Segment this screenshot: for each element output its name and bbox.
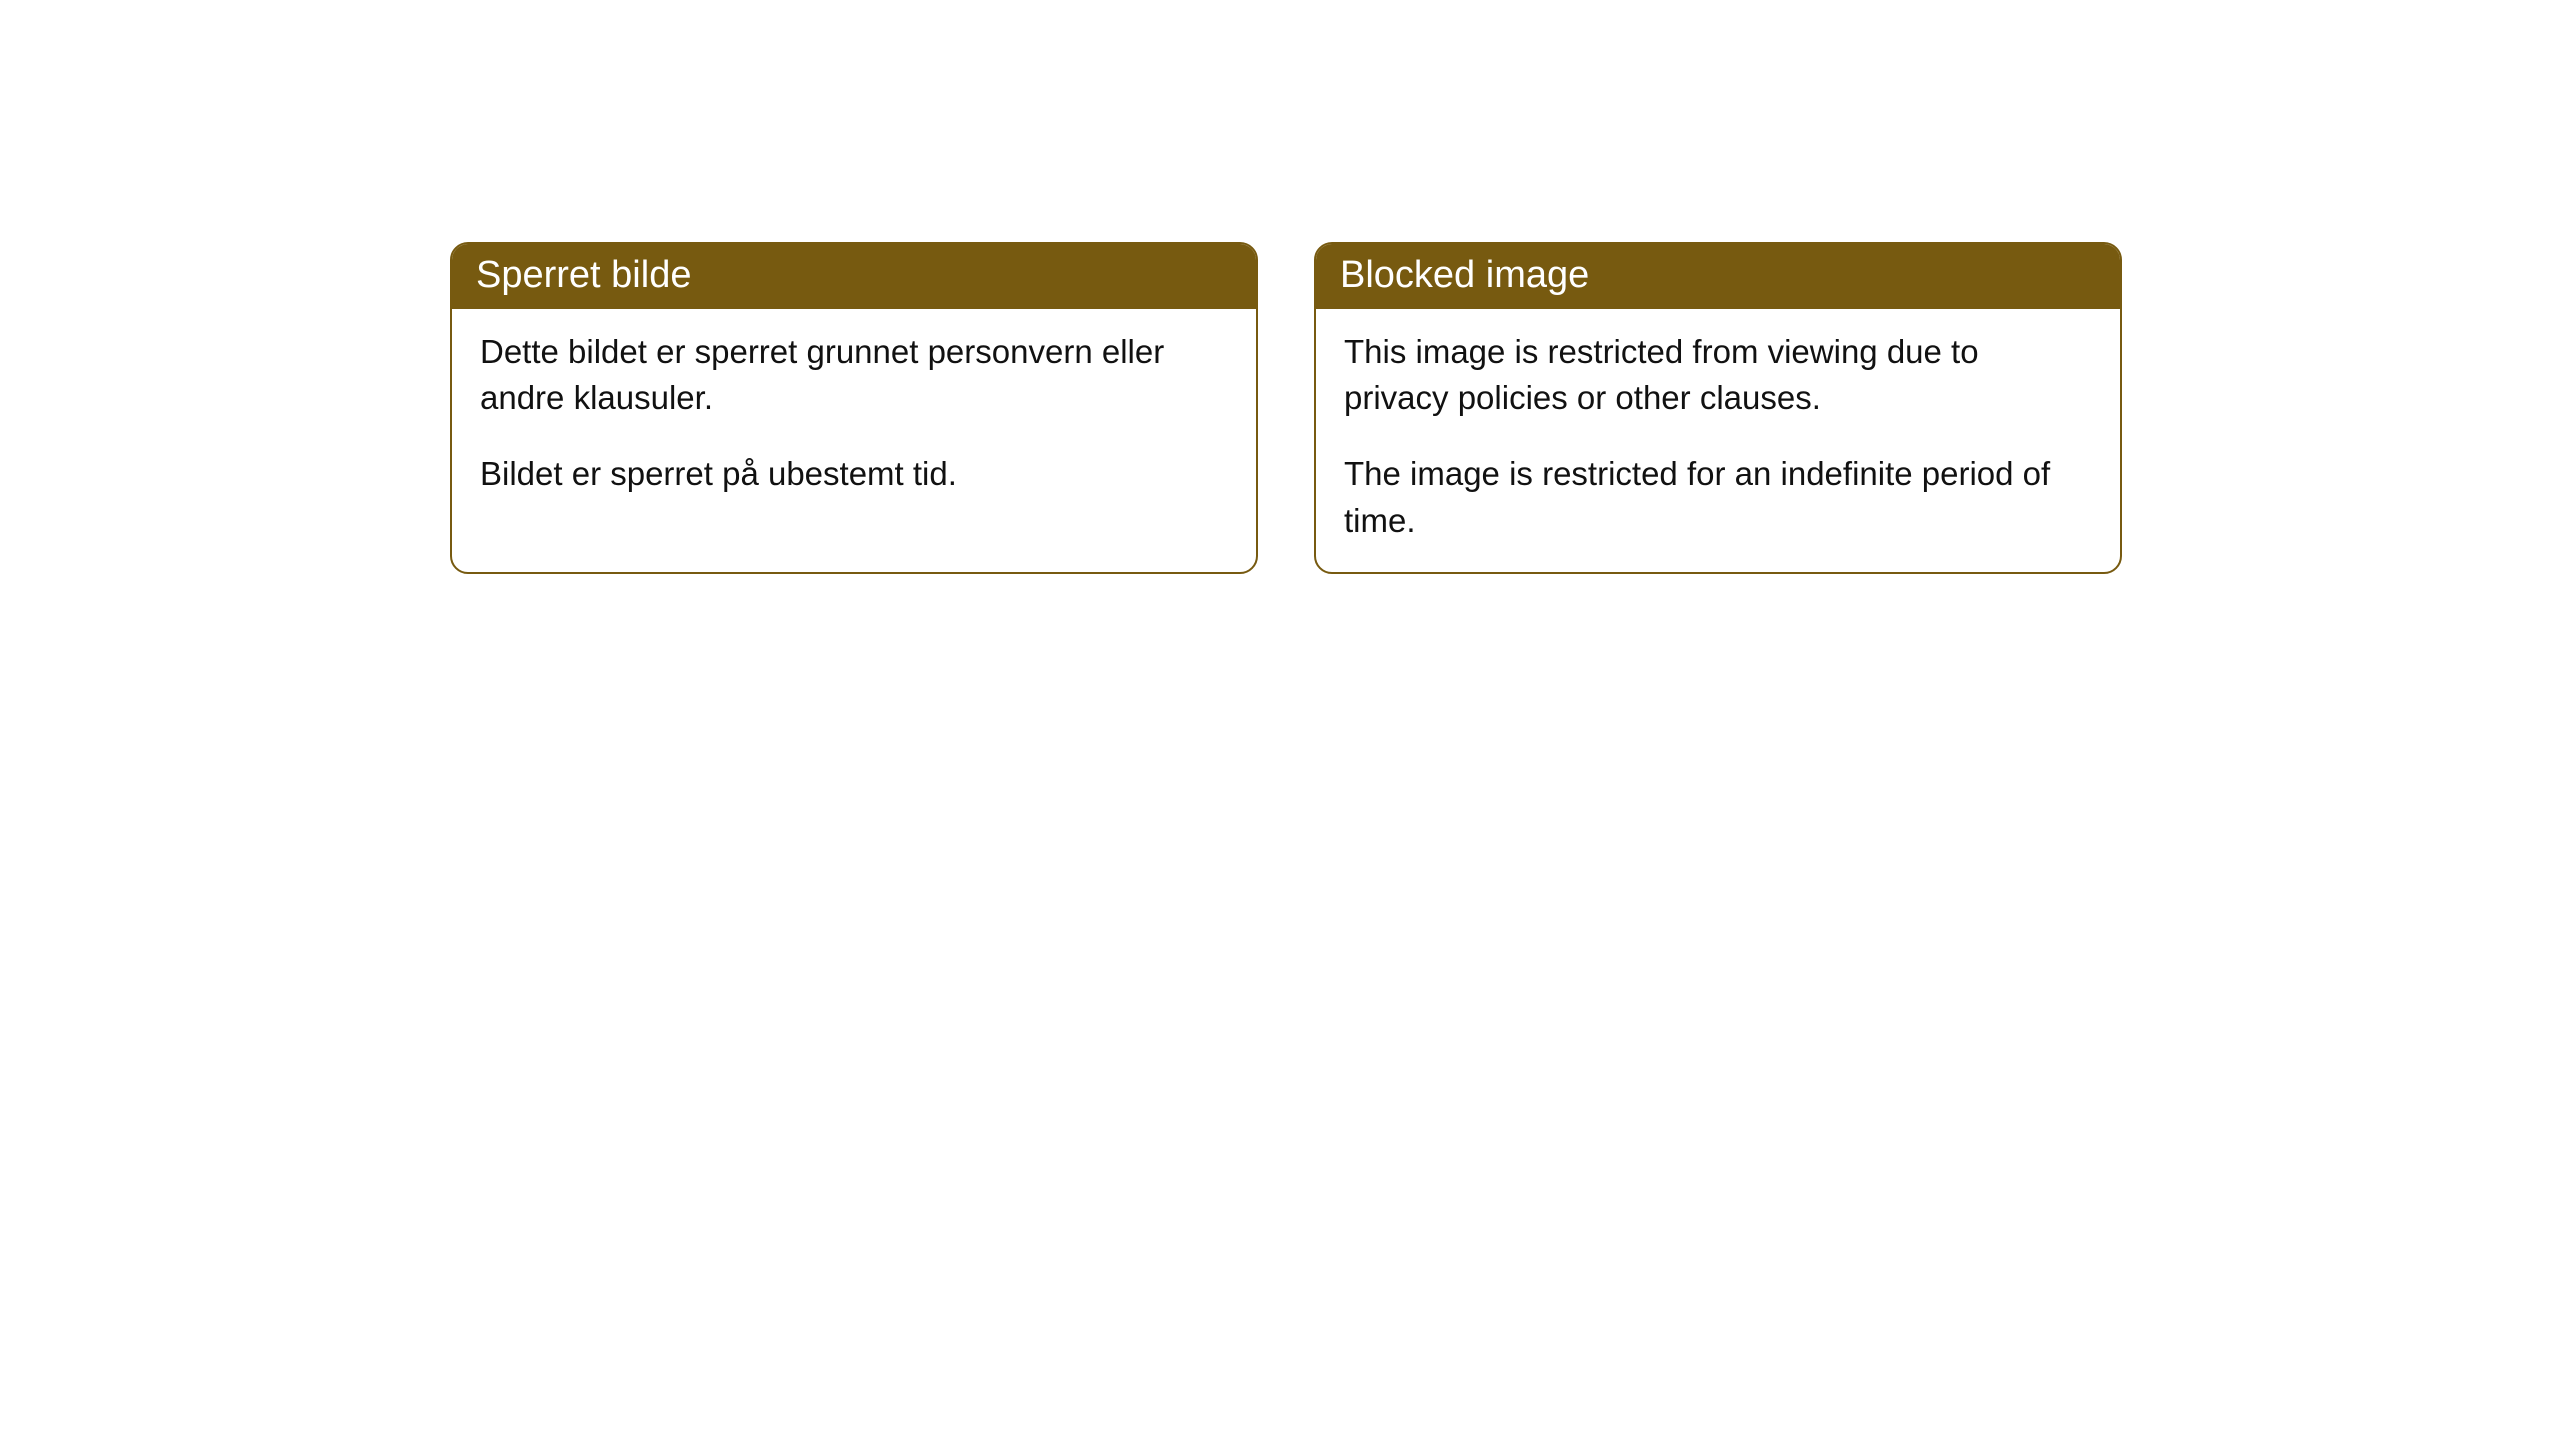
card-body: Dette bildet er sperret grunnet personve… <box>452 309 1256 526</box>
card-body: This image is restricted from viewing du… <box>1316 309 2120 572</box>
card-text-line-2: The image is restricted for an indefinit… <box>1344 451 2092 543</box>
card-text-line-1: Dette bildet er sperret grunnet personve… <box>480 329 1228 421</box>
notice-card-norwegian: Sperret bilde Dette bildet er sperret gr… <box>450 242 1258 574</box>
notice-cards-container: Sperret bilde Dette bildet er sperret gr… <box>450 242 2122 574</box>
card-text-line-2: Bildet er sperret på ubestemt tid. <box>480 451 1228 497</box>
card-header: Sperret bilde <box>452 244 1256 309</box>
card-header: Blocked image <box>1316 244 2120 309</box>
card-text-line-1: This image is restricted from viewing du… <box>1344 329 2092 421</box>
notice-card-english: Blocked image This image is restricted f… <box>1314 242 2122 574</box>
